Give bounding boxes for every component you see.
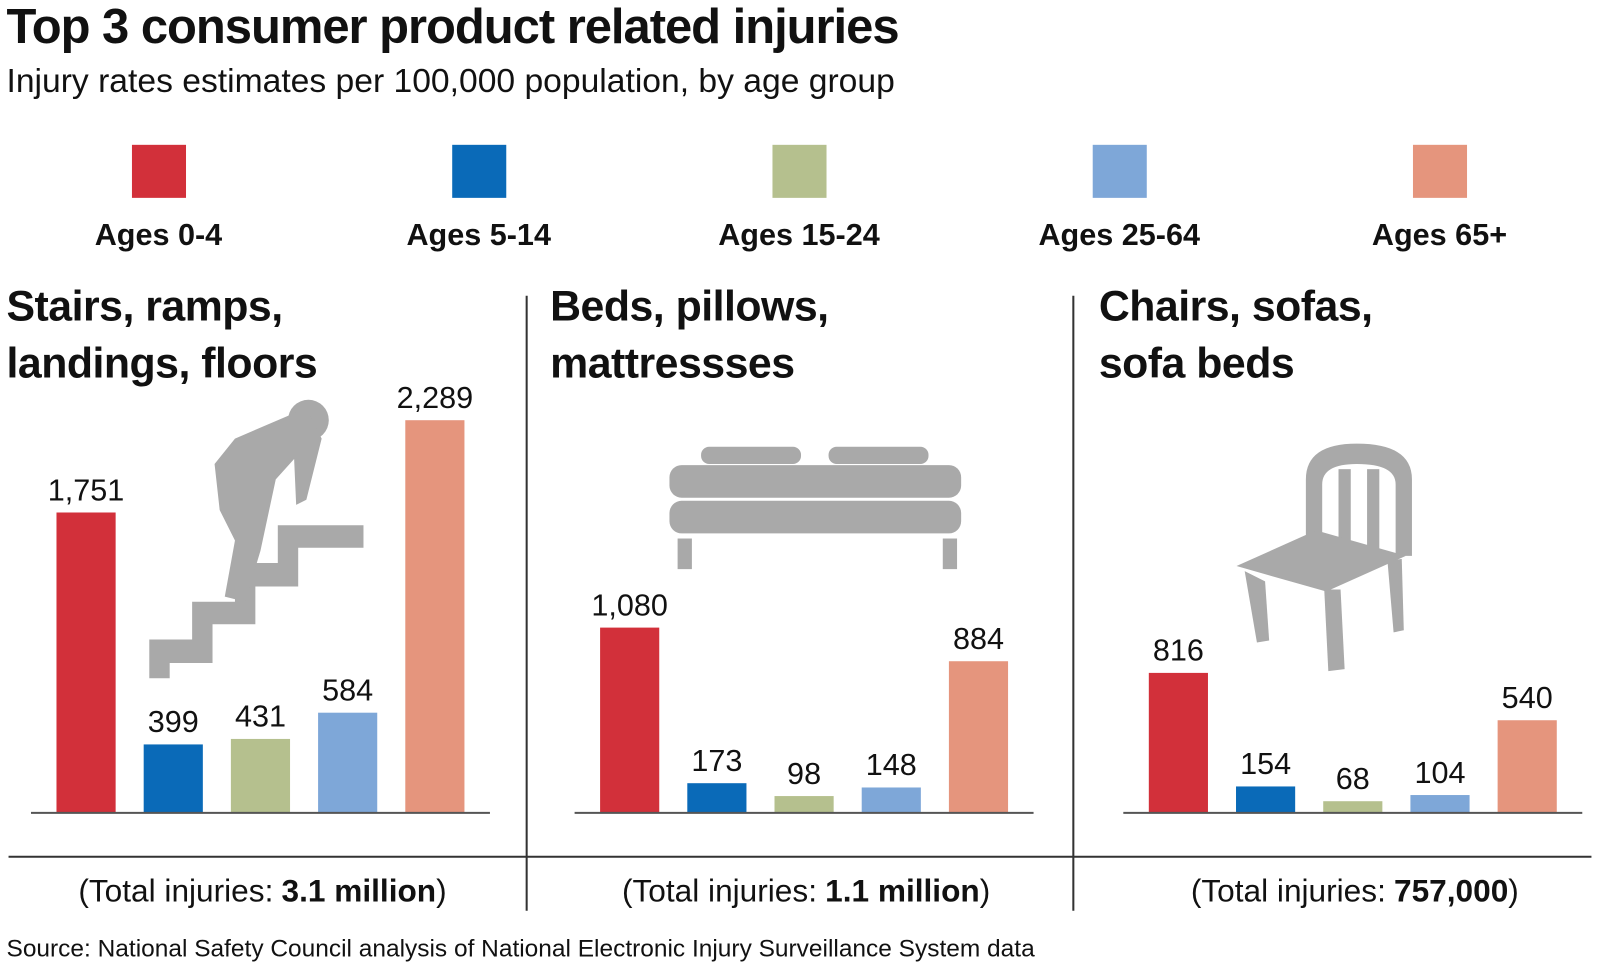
bar <box>687 783 747 813</box>
panel-title: Chairs, sofas, <box>1099 282 1373 330</box>
stairs-icon <box>149 399 364 679</box>
total-prefix: (Total injuries: <box>622 873 817 909</box>
bar <box>318 712 378 813</box>
chair-icon <box>1236 443 1412 672</box>
source: Source: National Safety Council analysis… <box>7 936 1036 963</box>
value-label: 148 <box>866 748 917 782</box>
bar <box>1323 801 1383 813</box>
panel-title: landings, floors <box>7 339 318 387</box>
total-value: 757,000 <box>1394 873 1508 909</box>
bar <box>600 627 660 813</box>
value-label: 154 <box>1240 747 1291 781</box>
bar <box>1148 672 1208 813</box>
total-value: 1.1 million <box>825 873 980 909</box>
bar <box>1236 786 1296 813</box>
value-label: 68 <box>1336 762 1370 796</box>
legend-label: Ages 15-24 <box>718 218 879 252</box>
value-label: 540 <box>1502 681 1553 715</box>
total-note: (Total injuries: 3.1 million) <box>78 873 446 909</box>
value-label: 816 <box>1153 634 1204 668</box>
value-label: 173 <box>691 744 742 778</box>
total-prefix: (Total injuries: <box>78 873 273 909</box>
value-label: 104 <box>1414 756 1465 790</box>
value-label: 2,289 <box>397 381 474 415</box>
panel-title: mattressses <box>550 339 794 387</box>
legend-swatch <box>1092 144 1147 198</box>
legend-swatch <box>772 144 827 198</box>
value-label: 1,080 <box>591 588 668 622</box>
legend-label: Ages 25-64 <box>1038 218 1199 252</box>
panel-title: Stairs, ramps, <box>7 282 283 330</box>
bar <box>143 744 203 813</box>
total-prefix: (Total injuries: <box>1191 873 1386 909</box>
bar <box>1410 795 1470 813</box>
bar <box>1497 720 1557 813</box>
total-suffix: ) <box>980 873 991 909</box>
legend-swatch <box>1412 144 1468 198</box>
value-label: 1,751 <box>48 473 125 507</box>
bar <box>948 661 1009 813</box>
subtitle: Injury rates estimates per 100,000 popul… <box>7 63 895 100</box>
value-label: 98 <box>787 757 821 791</box>
panel-title: Beds, pillows, <box>550 282 828 330</box>
legend-label: Ages 0-4 <box>95 218 222 252</box>
legend-swatch <box>131 144 187 198</box>
total-value: 3.1 million <box>282 873 437 909</box>
total-suffix: ) <box>436 873 447 909</box>
bar <box>774 796 834 813</box>
bar <box>230 738 291 813</box>
bed-icon <box>669 446 962 570</box>
total-suffix: ) <box>1508 873 1519 909</box>
bar <box>56 512 116 813</box>
total-note: (Total injuries: 757,000) <box>1191 873 1519 909</box>
value-label: 584 <box>322 673 373 707</box>
legend-label: Ages 65+ <box>1372 218 1507 252</box>
bar <box>861 787 921 813</box>
legend-label: Ages 5-14 <box>406 218 550 252</box>
total-note: (Total injuries: 1.1 million) <box>622 873 990 909</box>
legend-swatch <box>452 144 507 198</box>
value-label: 431 <box>235 700 286 734</box>
panel-title: sofa beds <box>1099 339 1294 387</box>
value-label: 399 <box>148 705 199 739</box>
value-label: 884 <box>953 622 1004 656</box>
bar <box>405 420 465 813</box>
title: Top 3 consumer product related injuries <box>7 0 899 54</box>
